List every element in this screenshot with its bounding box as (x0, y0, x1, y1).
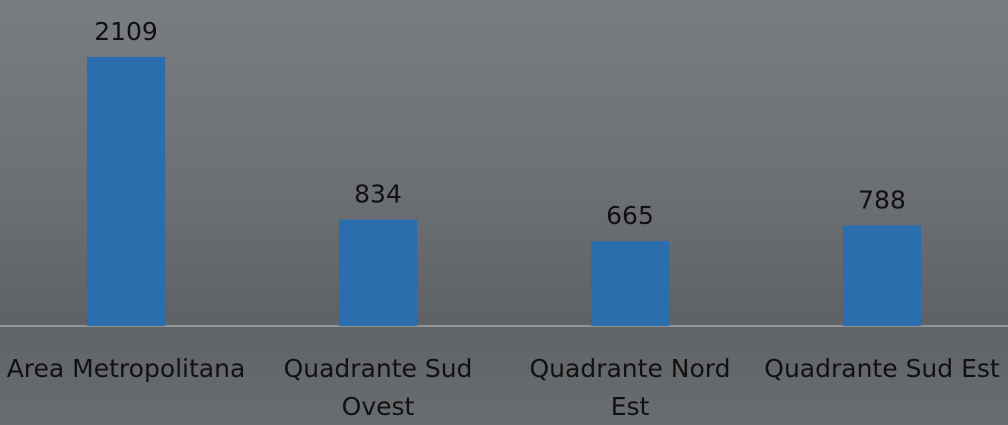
x-tick-label: Quadrante Nord Est (510, 350, 750, 425)
bar (339, 220, 417, 326)
bar (591, 241, 669, 326)
value-label: 665 (606, 201, 654, 230)
value-label: 788 (858, 185, 906, 214)
value-label: 834 (354, 180, 402, 209)
chart: 2109 834 665 788 Area Metropolitana Quadrant… (0, 0, 1008, 425)
bar (843, 225, 921, 326)
x-tick-label: Quadrante Sud Est (762, 350, 1002, 388)
bar (87, 57, 165, 326)
x-tick-label: Area Metropolitana (6, 350, 246, 388)
value-label: 2109 (94, 17, 158, 46)
x-tick-label: Quadrante Sud Ovest (258, 350, 498, 425)
